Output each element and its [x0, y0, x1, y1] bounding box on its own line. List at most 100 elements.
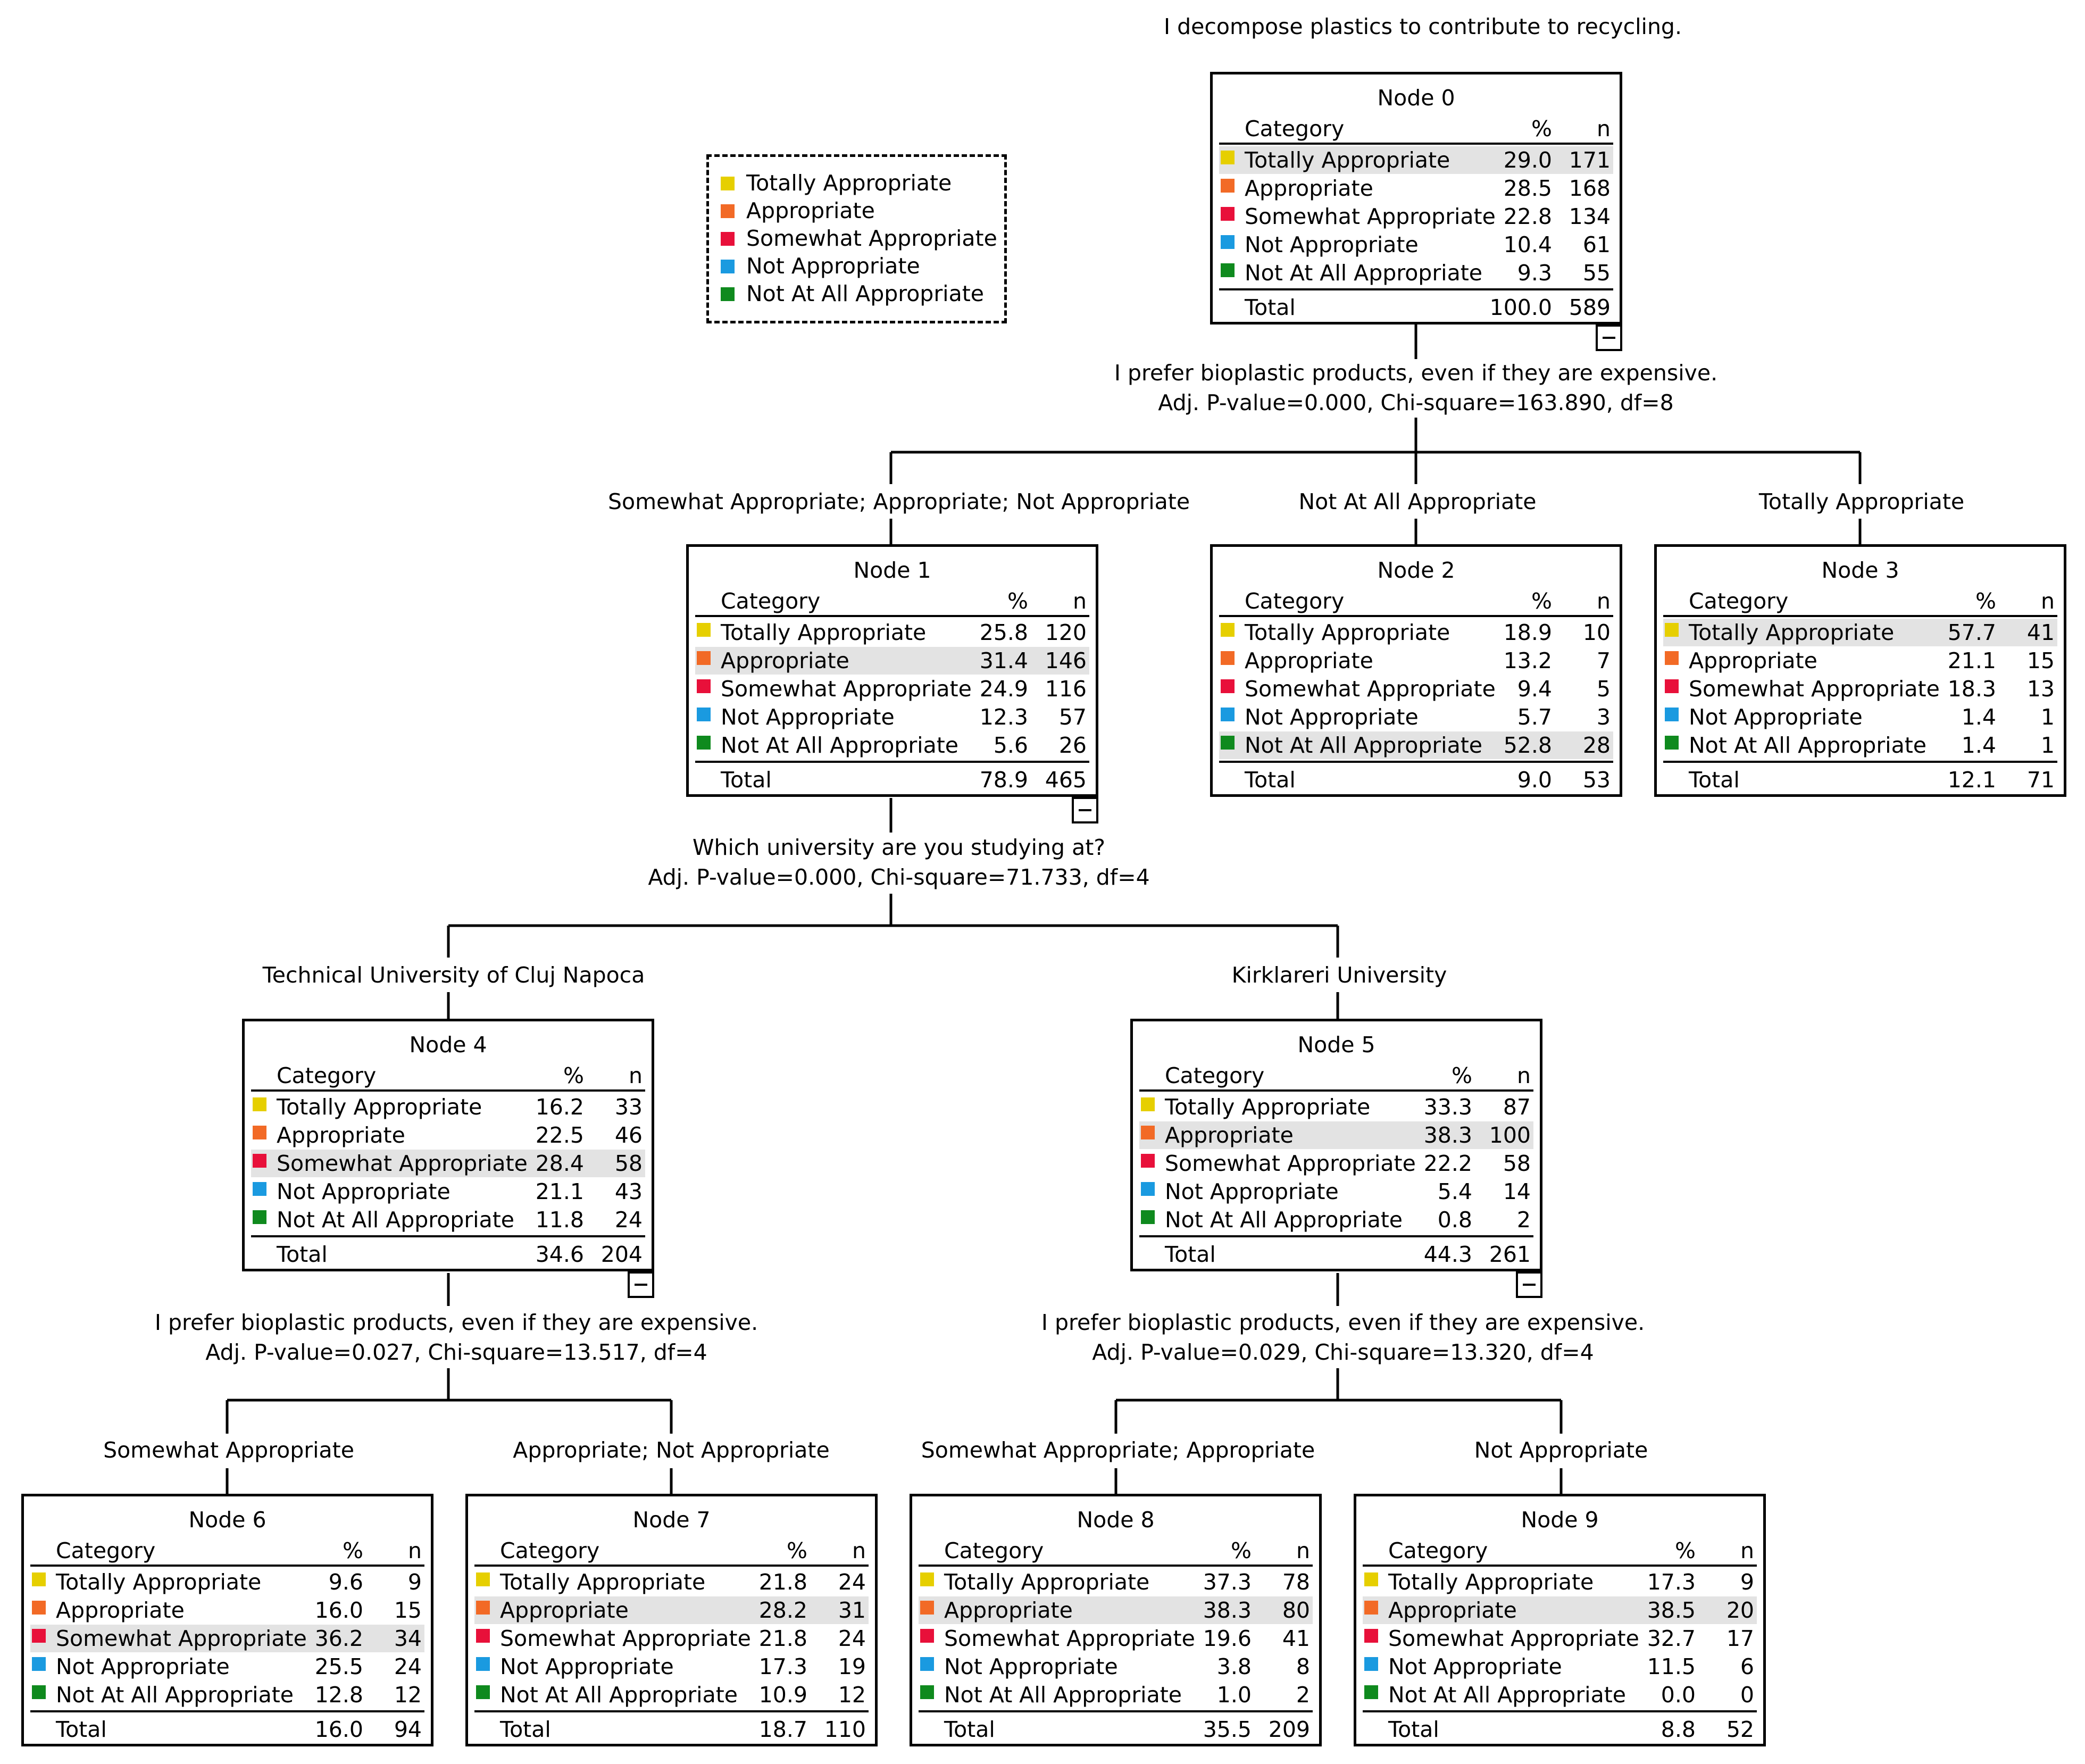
row-category: Somewhat Appropriate	[277, 1151, 528, 1176]
split-stats: Adj. P-value=0.000, Chi-square=71.733, d…	[648, 864, 1150, 890]
row-category: Not Appropriate	[1165, 1179, 1339, 1204]
split-label-node4: I prefer bioplastic products, even if th…	[155, 1308, 758, 1367]
color-swatch-icon	[1221, 151, 1235, 164]
row-percent: 37.3	[1203, 1569, 1252, 1595]
total-count: 465	[1045, 767, 1087, 793]
minus-box-icon[interactable]	[628, 1271, 654, 1298]
row-count: 58	[614, 1151, 643, 1176]
column-header-n: n	[629, 1063, 643, 1088]
table-total-row: Total 100.0 589	[1219, 288, 1613, 320]
row-percent: 38.3	[1203, 1597, 1252, 1623]
table-row: Totally Appropriate 16.2 33	[251, 1093, 645, 1121]
node-box-2: Node 2 Category% n Totally Appropriate 18.9 1…	[1210, 544, 1622, 797]
total-label: Total	[500, 1717, 551, 1742]
total-count: 94	[394, 1717, 422, 1742]
table-row: Totally Appropriate 9.6 9	[30, 1568, 424, 1596]
row-percent: 10.9	[758, 1682, 807, 1708]
table-row: Appropriate 28.2 31	[474, 1596, 869, 1624]
row-category: Not At All Appropriate	[56, 1682, 294, 1708]
row-percent: 12.3	[979, 704, 1028, 730]
node-title: Node 8	[1077, 1507, 1155, 1533]
minus-box-icon[interactable]	[1596, 324, 1622, 351]
column-header-percent: %	[1007, 588, 1028, 614]
row-count: 120	[1045, 620, 1087, 645]
node-table-header: Category% n	[1219, 116, 1613, 145]
row-count: 61	[1582, 232, 1611, 257]
row-category: Somewhat Appropriate	[1388, 1626, 1639, 1651]
branch-label-node6: Somewhat Appropriate	[103, 1437, 354, 1463]
legend-label: Not Appropriate	[746, 253, 920, 279]
color-swatch-icon	[721, 287, 735, 301]
row-count: 1	[2040, 733, 2055, 758]
row-category: Not Appropriate	[1245, 232, 1419, 257]
table-row: Appropriate 13.2 7	[1219, 647, 1613, 675]
column-header-n: n	[1597, 588, 1611, 614]
node-table-header: Category% n	[30, 1538, 424, 1567]
column-header-category: Category	[1245, 116, 1345, 142]
color-swatch-icon	[253, 1182, 266, 1196]
column-header-percent: %	[1975, 588, 1996, 614]
table-total-row: Total 35.5 209	[919, 1710, 1313, 1742]
node-title: Node 2	[1377, 558, 1455, 583]
column-header-n: n	[852, 1538, 866, 1563]
column-header-n: n	[1740, 1538, 1754, 1563]
row-count: 24	[838, 1569, 866, 1595]
row-percent: 18.3	[1947, 676, 1996, 702]
column-header-n: n	[408, 1538, 422, 1563]
column-header-n: n	[1296, 1538, 1310, 1563]
row-count: 15	[2026, 648, 2055, 673]
row-category: Not Appropriate	[1689, 704, 1863, 730]
column-header-category: Category	[500, 1538, 600, 1563]
row-count: 10	[1582, 620, 1611, 645]
row-count: 2	[1296, 1682, 1310, 1708]
color-swatch-icon	[1221, 179, 1235, 193]
table-total-row: Total 18.7 110	[474, 1710, 869, 1742]
column-header-percent: %	[1675, 1538, 1696, 1563]
table-row: Not At All Appropriate 52.8 28	[1219, 731, 1613, 759]
row-category: Not Appropriate	[277, 1179, 451, 1204]
table-row: Not At All Appropriate 1.0 2	[919, 1681, 1313, 1709]
color-swatch-icon	[1364, 1685, 1378, 1699]
row-category: Not At All Appropriate	[277, 1207, 514, 1233]
row-count: 116	[1045, 676, 1087, 702]
color-swatch-icon	[253, 1097, 266, 1111]
table-row: Somewhat Appropriate 19.6 41	[919, 1625, 1313, 1652]
table-row: Not Appropriate 17.3 19	[474, 1653, 869, 1680]
row-count: 46	[614, 1122, 643, 1148]
edges-node5	[1114, 1273, 1563, 1496]
total-count: 209	[1268, 1717, 1310, 1742]
row-percent: 11.5	[1647, 1654, 1696, 1679]
minus-box-icon[interactable]	[1516, 1271, 1542, 1298]
split-stats: Adj. P-value=0.029, Chi-square=13.320, d…	[1092, 1339, 1594, 1365]
column-header-n: n	[2041, 588, 2055, 614]
total-count: 261	[1489, 1242, 1531, 1267]
branch-label-node1: Somewhat Appropriate; Appropriate; Not A…	[607, 489, 1190, 514]
row-category: Totally Appropriate	[1245, 147, 1450, 173]
column-header-category: Category	[944, 1538, 1044, 1563]
row-category: Totally Appropriate	[1388, 1569, 1594, 1595]
table-row: Not Appropriate 12.3 57	[695, 703, 1089, 731]
table-row: Not At All Appropriate 1.4 1	[1663, 731, 2057, 759]
total-count: 110	[824, 1717, 866, 1742]
node-title: Node 7	[632, 1507, 711, 1533]
row-percent: 9.6	[328, 1569, 363, 1595]
row-count: 31	[838, 1597, 866, 1623]
row-count: 41	[1282, 1626, 1310, 1651]
minus-box-icon[interactable]	[1072, 797, 1098, 823]
row-category: Not Appropriate	[721, 704, 895, 730]
row-count: 3	[1596, 704, 1611, 730]
branch-label-node8: Somewhat Appropriate; Appropriate	[921, 1437, 1315, 1463]
table-row: Somewhat Appropriate 24.9 116	[695, 675, 1089, 703]
column-header-percent: %	[1452, 1063, 1472, 1088]
row-category: Appropriate	[1689, 648, 1817, 673]
row-percent: 21.8	[758, 1569, 807, 1595]
table-row: Somewhat Appropriate 32.7 17	[1363, 1625, 1757, 1652]
node-title: Node 4	[409, 1032, 487, 1058]
total-label: Total	[944, 1717, 995, 1742]
total-percent: 100.0	[1489, 295, 1552, 320]
table-row: Appropriate 22.5 46	[251, 1121, 645, 1149]
table-row: Not At All Appropriate 11.8 24	[251, 1206, 645, 1234]
column-header-category: Category	[277, 1063, 377, 1088]
node-box-1: Node 1 Category% n Totally Appropriate 25.8 1…	[686, 544, 1098, 823]
